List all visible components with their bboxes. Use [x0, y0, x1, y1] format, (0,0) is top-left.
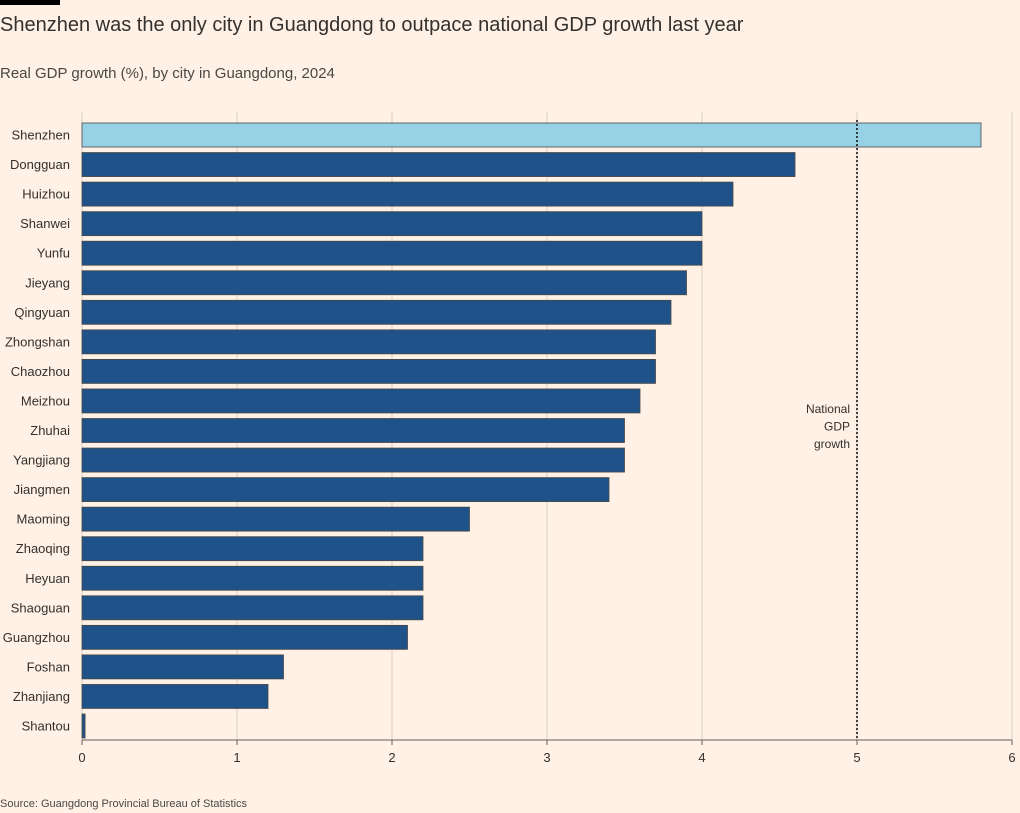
reference-line-label: National: [806, 402, 850, 416]
category-label-huizhou: Huizhou: [22, 187, 70, 202]
bar-qingyuan: [81, 299, 672, 325]
bar-yangjiang: [81, 447, 625, 473]
reference-line-group: National GDP growth: [806, 120, 858, 740]
category-label-shaoguan: Shaoguan: [11, 600, 70, 615]
bar-shantou: [81, 713, 86, 739]
category-label-dongguan: Dongguan: [10, 157, 70, 172]
x-tick-label: 6: [1008, 750, 1015, 765]
category-label-shantou: Shantou: [22, 719, 70, 734]
x-tick-label: 4: [698, 750, 705, 765]
bar-chaozhou: [81, 358, 656, 384]
bar-zhongshan: [81, 329, 656, 355]
bar-shanwei: [81, 211, 703, 237]
chart-subtitle: Real GDP growth (%), by city in Guangdon…: [0, 65, 335, 82]
category-label-shenzhen: Shenzhen: [11, 128, 70, 143]
source-note: Source: Guangdong Provincial Bureau of S…: [0, 798, 248, 810]
bar-guangzhou: [81, 624, 408, 650]
category-labels: Shenzhen Dongguan Huizhou Shanwei Yunfu Jieya…: [3, 128, 70, 734]
category-label-jiangmen: Jiangmen: [14, 482, 70, 497]
bar-yunfu: [81, 240, 703, 266]
category-label-yunfu: Yunfu: [37, 246, 70, 261]
bar-shenzhen: [81, 122, 982, 148]
bar-huizhou: [81, 181, 734, 207]
x-tick-label: 1: [233, 750, 240, 765]
brand-top-bar: [0, 0, 60, 5]
bar-foshan: [81, 654, 284, 680]
x-tick-label: 0: [78, 750, 85, 765]
category-label-yangjiang: Yangjiang: [13, 453, 70, 468]
bar-shaoguan: [81, 595, 424, 621]
category-label-zhanjiang: Zhanjiang: [13, 689, 70, 704]
x-tick-label: 3: [543, 750, 550, 765]
reference-line-label: GDP: [824, 420, 850, 434]
category-label-zhaoqing: Zhaoqing: [16, 541, 70, 556]
bar-heyuan: [81, 565, 424, 591]
bar-zhaoqing: [81, 536, 424, 562]
bar-jieyang: [81, 270, 687, 296]
bar-maoming: [81, 506, 470, 532]
category-label-meizhou: Meizhou: [21, 393, 70, 408]
x-axis: 0 1 2 3 4 5 6: [78, 739, 1016, 765]
category-label-shanwei: Shanwei: [20, 216, 70, 231]
chart-title: Shenzhen was the only city in Guangdong …: [0, 14, 744, 36]
x-tick-label: 5: [853, 750, 860, 765]
x-tick-label: 2: [388, 750, 395, 765]
category-label-qingyuan: Qingyuan: [14, 305, 70, 320]
category-label-maoming: Maoming: [17, 512, 70, 527]
reference-line-label: growth: [814, 437, 850, 451]
bar-meizhou: [81, 388, 641, 414]
bar-jiangmen: [81, 477, 610, 503]
bars: [81, 122, 982, 739]
category-label-foshan: Foshan: [27, 659, 70, 674]
category-label-jieyang: Jieyang: [25, 275, 70, 290]
category-label-zhuhai: Zhuhai: [30, 423, 70, 438]
category-label-zhongshan: Zhongshan: [5, 334, 70, 349]
category-label-heyuan: Heyuan: [25, 571, 70, 586]
category-label-guangzhou: Guangzhou: [3, 630, 70, 645]
category-label-chaozhou: Chaozhou: [11, 364, 70, 379]
bar-dongguan: [81, 152, 796, 177]
bar-zhuhai: [81, 418, 625, 443]
bar-zhanjiang: [81, 684, 269, 709]
